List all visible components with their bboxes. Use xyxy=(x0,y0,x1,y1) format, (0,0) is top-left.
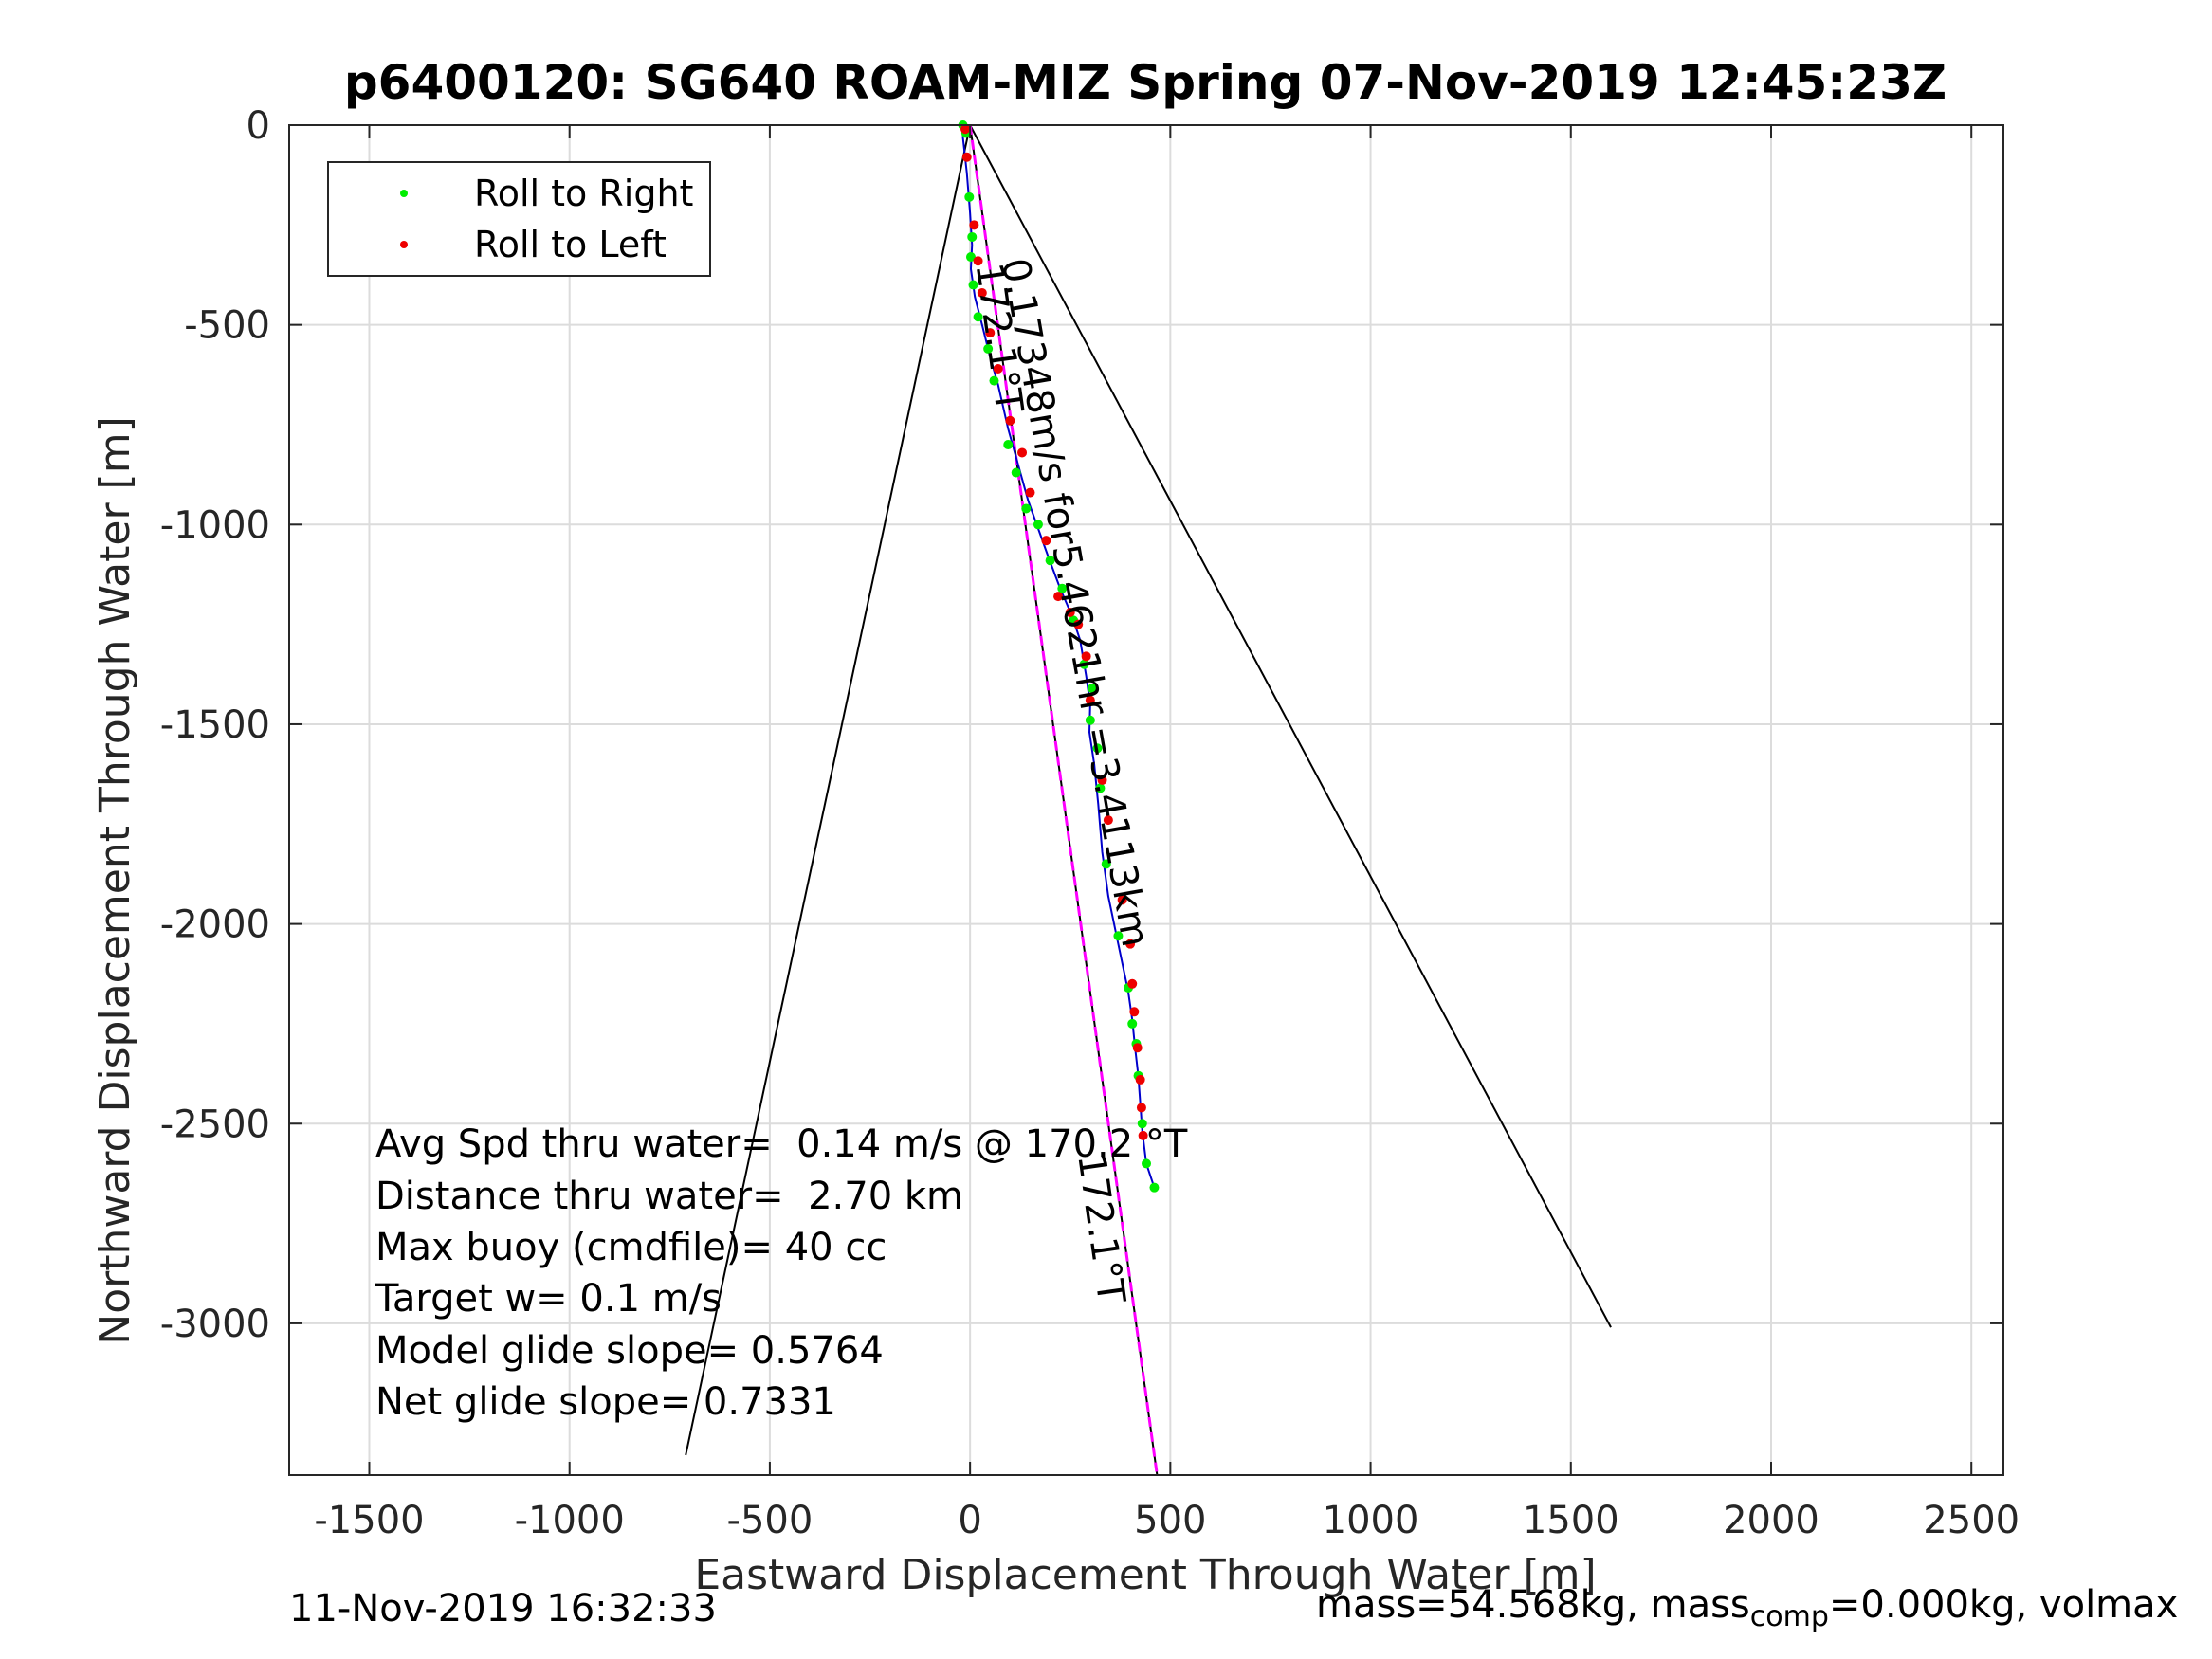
roll-right-point xyxy=(1127,1018,1138,1029)
roll-left-point xyxy=(1138,1130,1148,1140)
roll-left-point xyxy=(1005,415,1015,426)
x-tick-label: 1000 xyxy=(1323,1499,1419,1542)
roll-left-point xyxy=(1117,895,1127,905)
plot-frame xyxy=(288,124,2004,1476)
stat-target-w: Target w= 0.1 m/s xyxy=(375,1277,722,1321)
roll-left-point xyxy=(1097,775,1107,785)
roll-left-point xyxy=(1129,1007,1140,1017)
y-tick-label: -2500 xyxy=(160,1103,270,1146)
grid xyxy=(289,124,2003,1475)
legend-label-roll-left: Roll to Left xyxy=(474,224,667,265)
y-axis-label: Northward Displacement Through Water [m] xyxy=(91,416,139,1344)
roll-right-point xyxy=(1095,783,1106,793)
reference-line-1 xyxy=(969,124,1612,1328)
x-tick-label: 500 xyxy=(1134,1499,1206,1542)
roll-right-point xyxy=(1045,556,1055,566)
roll-left-point xyxy=(1136,1103,1146,1113)
legend-label-roll-right: Roll to Right xyxy=(474,173,693,214)
stat-model-glide: Model glide slope= 0.5764 xyxy=(375,1329,884,1373)
roll-right-point xyxy=(1033,520,1043,530)
x-tick-label: -500 xyxy=(727,1499,814,1542)
roll-right-point xyxy=(1003,440,1014,450)
roll-right-point xyxy=(989,375,999,386)
roll-right-point xyxy=(1142,1158,1151,1169)
y-tick-label: 0 xyxy=(247,104,270,148)
x-axis-label: Eastward Displacement Through Water [m] xyxy=(694,1551,1596,1599)
legend-box xyxy=(327,161,711,277)
stat-max-buoy: Max buoy (cmdfile)= 40 cc xyxy=(375,1226,887,1269)
roll-right-point xyxy=(965,252,976,263)
roll-right-point xyxy=(1113,931,1124,941)
stat-net-glide: Net glide slope= 0.7331 xyxy=(375,1380,836,1424)
legend-marker-roll-left xyxy=(400,241,408,248)
mass-text: mass=54.568kg, mass xyxy=(1316,1583,1750,1627)
footer-timestamp: 11-Nov-2019 16:32:33 xyxy=(289,1587,717,1631)
roll-left-point xyxy=(1041,536,1051,546)
footer-mass-info: mass=54.568kg, masscomp=0.000kg, volmax xyxy=(1316,1583,2178,1633)
roll-right-point xyxy=(1092,743,1103,754)
roll-left-point xyxy=(1132,1043,1143,1053)
reference-line-2 xyxy=(969,124,1159,1476)
x-tick-label: 2000 xyxy=(1723,1499,1819,1542)
plot-background xyxy=(289,125,2003,1475)
legend-marker-roll-right xyxy=(400,190,408,197)
reference-line-0 xyxy=(685,124,972,1456)
roll-right-point xyxy=(1087,684,1097,694)
roll-left-point xyxy=(985,328,996,338)
mass-subscript: comp xyxy=(1749,1600,1829,1633)
mass-rest: =0.000kg, volmax xyxy=(1828,1583,2179,1627)
roll-left-point xyxy=(961,152,972,162)
roll-right-point xyxy=(1085,715,1095,725)
roll-right-point xyxy=(983,343,994,354)
roll-right-point xyxy=(973,312,983,322)
legend: Roll to Right Roll to Left xyxy=(327,161,711,277)
reference-lines xyxy=(685,124,1612,1476)
roll-right-point xyxy=(1011,467,1021,478)
roll-right-point xyxy=(1021,503,1032,514)
x-tick-label: 0 xyxy=(958,1499,981,1542)
roll-right-point xyxy=(964,191,975,202)
roll-left-point xyxy=(1127,978,1138,989)
roll-right-point xyxy=(1101,859,1111,869)
roll-right-point xyxy=(1149,1182,1160,1193)
y-tick-label: -500 xyxy=(184,304,270,348)
x-tick-label: 1500 xyxy=(1523,1499,1619,1542)
roll-left-point xyxy=(969,220,979,230)
roll-left-point xyxy=(1073,619,1084,629)
roll-left-point xyxy=(1081,651,1091,662)
roll-left-point xyxy=(1135,1074,1145,1085)
roll-left-point xyxy=(993,363,1003,374)
roll-left-point xyxy=(1103,815,1113,826)
y-tick-label: -1000 xyxy=(160,503,270,547)
roll-left-point xyxy=(960,124,971,135)
y-ticks: 0 -500 -1000 -1500 -2000 -2500 -3000 xyxy=(160,104,2003,1346)
y-tick-label: -2000 xyxy=(160,903,270,947)
chart-title: p6400120: SG640 ROAM-MIZ Spring 07-Nov-2… xyxy=(344,55,1947,110)
roll-left-point xyxy=(1085,695,1095,705)
roll-right-point xyxy=(967,231,978,242)
roll-left-point xyxy=(977,287,987,298)
roll-left-point xyxy=(1025,487,1035,498)
x-tick-label: -1000 xyxy=(515,1499,625,1542)
stat-avg-speed: Avg Spd thru water= 0.14 m/s @ 170.2 °T xyxy=(375,1122,1188,1166)
y-tick-label: -3000 xyxy=(160,1303,270,1346)
roll-right-point xyxy=(1079,659,1089,669)
roll-right-point xyxy=(1057,583,1068,593)
stat-distance: Distance thru water= 2.70 km xyxy=(375,1175,963,1218)
roll-left-point xyxy=(1017,447,1028,458)
x-ticks: -1500 -1000 -500 0 500 1000 1500 2000 2500 xyxy=(314,125,2020,1542)
roll-right-point xyxy=(968,280,978,290)
stats-block: Avg Spd thru water= 0.14 m/s @ 170.2 °T … xyxy=(375,1122,1188,1424)
roll-left-point xyxy=(973,256,983,266)
y-tick-label: -1500 xyxy=(160,703,270,747)
roll-left-point xyxy=(1065,607,1075,617)
x-tick-label: -1500 xyxy=(314,1499,424,1542)
roll-left-point xyxy=(1053,592,1064,602)
x-tick-label: 2500 xyxy=(1923,1499,2020,1542)
roll-left-point xyxy=(1125,939,1136,949)
roll-right-point xyxy=(1137,1119,1147,1129)
points xyxy=(958,120,1160,1193)
